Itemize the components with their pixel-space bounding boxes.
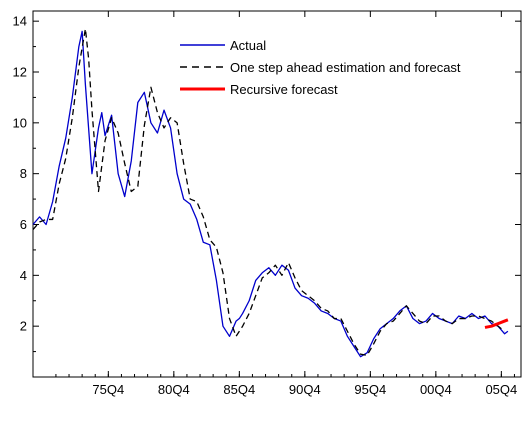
y-tick-label: 2: [20, 319, 27, 334]
y-tick-label: 4: [20, 268, 27, 283]
x-axis: 75Q4 80Q4 85Q4 90Q4 95Q4 00Q4 05Q4: [55, 11, 517, 397]
y-tick-label: 14: [13, 14, 27, 29]
series-line-actual: [32, 30, 509, 358]
x-tick-label: 75Q4: [92, 382, 124, 397]
legend-label-actual: Actual: [230, 38, 266, 53]
series-line-estimate: [32, 28, 506, 357]
series-line-recursive: [484, 318, 509, 329]
y-tick-label: 10: [13, 115, 27, 130]
x-tick-label: 80Q4: [158, 382, 190, 397]
legend-label-estimate: One step ahead estimation and forecast: [230, 60, 461, 75]
legend-label-recursive: Recursive forecast: [230, 82, 338, 97]
y-tick-label: 8: [20, 166, 27, 181]
series-layer: [32, 28, 509, 358]
x-tick-label: 05Q4: [485, 382, 517, 397]
x-tick-label: 95Q4: [354, 382, 386, 397]
x-tick-label: 90Q4: [289, 382, 321, 397]
legend: Actual One step ahead estimation and for…: [180, 38, 461, 97]
x-tick-label: 00Q4: [420, 382, 452, 397]
y-tick-label: 12: [13, 65, 27, 80]
x-tick-label: 85Q4: [223, 382, 255, 397]
y-tick-label: 6: [20, 217, 27, 232]
y-axis: 2 4 6 8 10 12 14: [13, 14, 521, 353]
plot-frame: [32, 10, 522, 378]
